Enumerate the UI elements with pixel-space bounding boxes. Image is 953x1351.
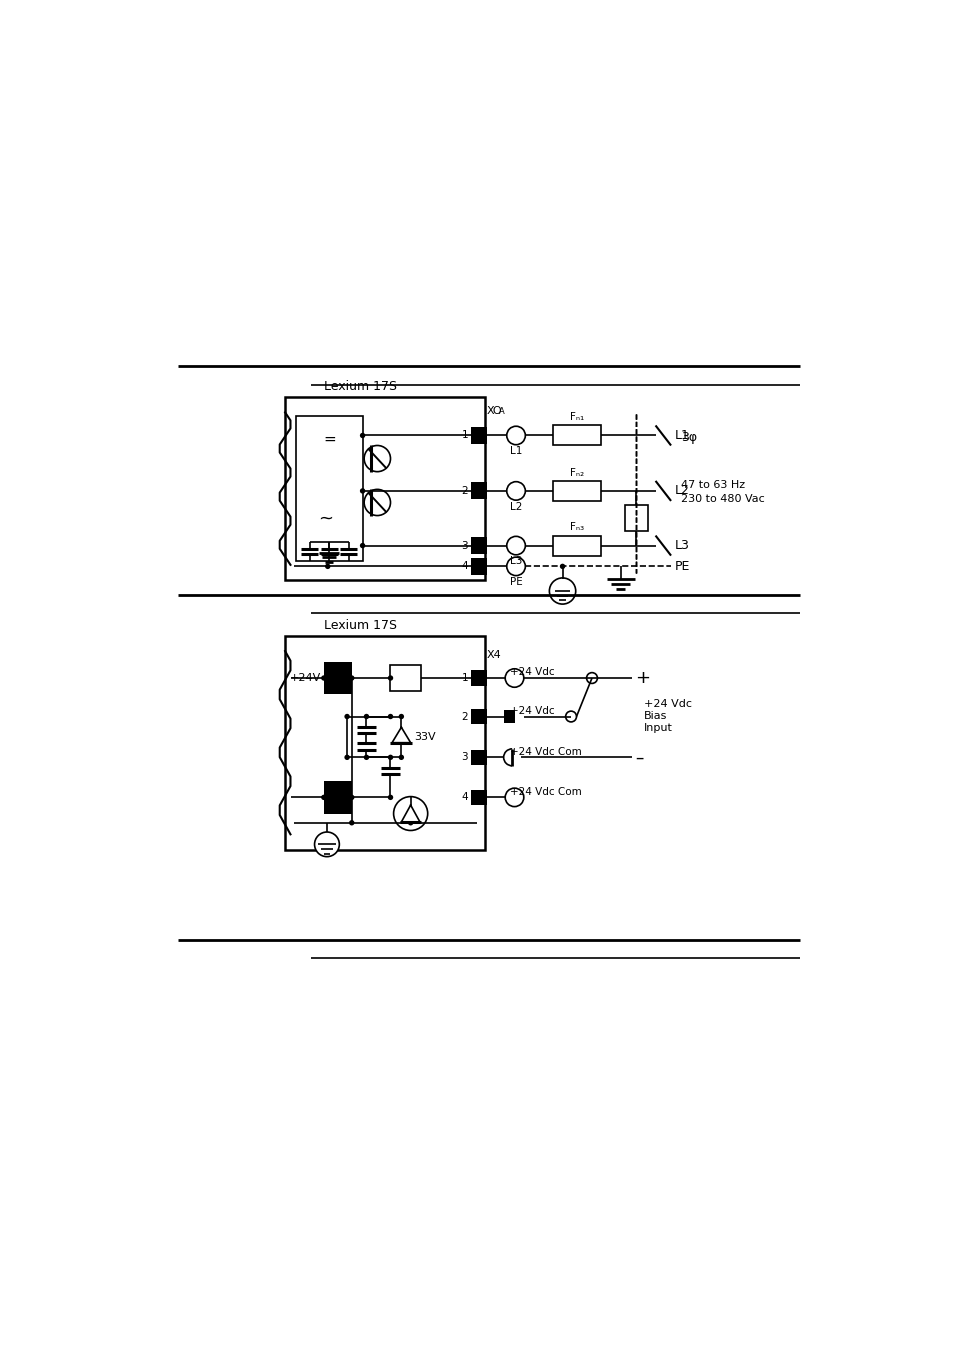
Bar — [471, 427, 486, 444]
Bar — [553, 426, 600, 446]
Circle shape — [394, 797, 427, 831]
Circle shape — [321, 794, 326, 800]
Text: –: – — [635, 748, 643, 766]
Text: 4: 4 — [461, 562, 468, 571]
Circle shape — [359, 543, 365, 549]
Bar — [285, 636, 484, 850]
Text: 3: 3 — [461, 540, 468, 551]
Text: Fₙ₃: Fₙ₃ — [570, 523, 584, 532]
Circle shape — [586, 673, 597, 684]
Text: +: + — [635, 669, 650, 688]
Text: Bias: Bias — [643, 711, 666, 721]
Text: +24 Vdc: +24 Vdc — [509, 705, 554, 716]
Circle shape — [344, 713, 350, 719]
Text: +24 Vdc: +24 Vdc — [643, 698, 691, 709]
Bar — [295, 416, 362, 561]
Circle shape — [506, 557, 525, 576]
Text: ~: ~ — [317, 509, 333, 528]
Polygon shape — [401, 805, 419, 821]
Circle shape — [398, 713, 404, 719]
Text: L3: L3 — [674, 539, 689, 553]
Circle shape — [359, 488, 365, 493]
Text: +24 Vdc Com: +24 Vdc Com — [509, 747, 581, 757]
Text: A: A — [498, 407, 504, 416]
Circle shape — [565, 711, 576, 721]
Bar — [285, 397, 484, 580]
Circle shape — [363, 713, 369, 719]
Text: 1: 1 — [461, 673, 468, 684]
Text: L1: L1 — [674, 430, 689, 442]
Circle shape — [349, 676, 355, 681]
Text: +24 Vdc Com: +24 Vdc Com — [509, 786, 581, 797]
Bar — [390, 665, 421, 692]
Bar — [471, 670, 486, 686]
Bar — [471, 538, 486, 554]
Text: L3: L3 — [509, 557, 521, 566]
Text: +24V: +24V — [290, 673, 320, 684]
Text: 2: 2 — [461, 712, 468, 721]
Circle shape — [506, 536, 525, 555]
Text: =: = — [322, 431, 335, 447]
Bar — [553, 535, 600, 555]
Circle shape — [559, 563, 565, 569]
Circle shape — [325, 563, 330, 569]
Circle shape — [408, 820, 413, 825]
Text: PE: PE — [509, 577, 522, 588]
Circle shape — [359, 432, 365, 438]
Bar — [553, 481, 600, 501]
Polygon shape — [392, 727, 410, 743]
Circle shape — [363, 755, 369, 761]
Circle shape — [505, 669, 523, 688]
Circle shape — [344, 755, 350, 761]
Text: 2: 2 — [461, 486, 468, 496]
Circle shape — [505, 788, 523, 807]
Text: XO: XO — [486, 407, 501, 416]
Circle shape — [549, 578, 575, 604]
Text: Lexium 17S: Lexium 17S — [323, 380, 396, 393]
Bar — [624, 505, 647, 531]
Bar — [323, 662, 352, 694]
Text: X4: X4 — [486, 650, 501, 659]
Circle shape — [364, 446, 390, 471]
Circle shape — [387, 755, 393, 761]
Bar — [471, 482, 486, 500]
Bar — [471, 558, 486, 574]
Text: 3φ: 3φ — [680, 431, 697, 443]
Text: Input: Input — [643, 723, 672, 734]
Text: L2: L2 — [509, 501, 521, 512]
Bar — [323, 781, 352, 813]
Text: L2: L2 — [674, 485, 689, 497]
Text: 1: 1 — [461, 431, 468, 440]
Text: Fₙ₁: Fₙ₁ — [570, 412, 584, 423]
Circle shape — [321, 676, 326, 681]
Circle shape — [349, 794, 355, 800]
Text: Lexium 17S: Lexium 17S — [323, 619, 396, 632]
Circle shape — [506, 426, 525, 444]
Circle shape — [387, 713, 393, 719]
Bar — [471, 790, 486, 805]
Text: 33V: 33V — [414, 731, 435, 742]
Circle shape — [314, 832, 339, 857]
Text: 47 to 63 Hz: 47 to 63 Hz — [680, 480, 744, 490]
Text: 230 to 480 Vac: 230 to 480 Vac — [680, 493, 764, 504]
Text: +24 Vdc: +24 Vdc — [509, 667, 554, 677]
Bar — [471, 709, 486, 724]
Text: 4: 4 — [461, 793, 468, 802]
Text: 3: 3 — [461, 753, 468, 762]
Circle shape — [398, 755, 404, 761]
Bar — [503, 709, 514, 723]
Circle shape — [387, 794, 393, 800]
Circle shape — [506, 482, 525, 500]
Circle shape — [349, 820, 355, 825]
Text: Fₙ₂: Fₙ₂ — [570, 467, 584, 478]
Bar — [471, 750, 486, 765]
Text: PE: PE — [674, 559, 690, 573]
Circle shape — [387, 676, 393, 681]
Text: L1: L1 — [509, 446, 521, 457]
Circle shape — [364, 489, 390, 516]
